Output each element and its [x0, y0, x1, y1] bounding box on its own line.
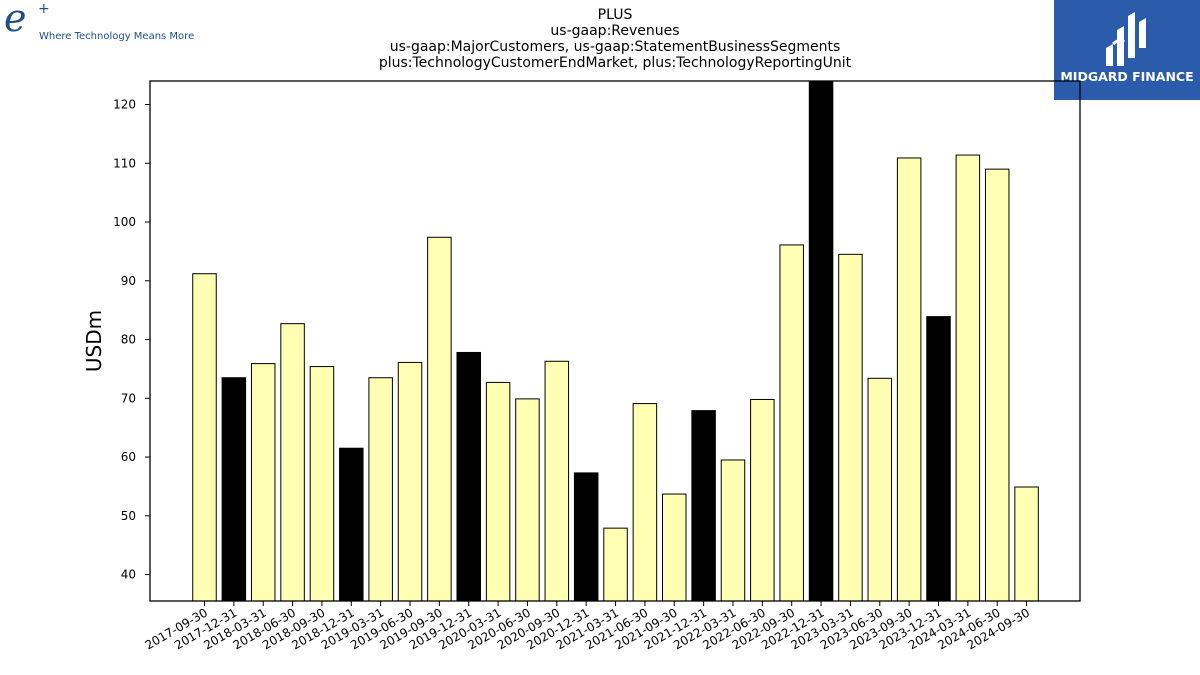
bar-2024-03-31	[955, 154, 981, 602]
bar-2024-06-30	[984, 168, 1010, 602]
bar-2022-09-30	[779, 244, 804, 602]
plot-frame	[149, 80, 1081, 602]
bar-2021-09-30	[662, 493, 687, 602]
bar-2022-03-31	[720, 459, 746, 602]
y-tick-label: 40	[121, 568, 136, 582]
bars-group	[192, 80, 1039, 602]
logo-plus: +	[38, 1, 50, 17]
bar-2018-09-30	[309, 366, 335, 602]
bar-2017-12-31	[221, 377, 247, 602]
logo-tagline: Where Technology Means More	[39, 31, 195, 42]
bar-2023-09-30	[896, 157, 922, 602]
bar-2023-12-31	[926, 316, 951, 602]
bar-2022-12-31	[808, 80, 834, 602]
chart-title: PLUS us-gaap:Revenues us-gaap:MajorCusto…	[150, 7, 1080, 71]
bar-2021-12-31	[691, 410, 716, 602]
y-tick-label: 100	[113, 215, 136, 229]
title-line-2: us-gaap:Revenues	[550, 23, 680, 39]
brand-name: MIDGARD FINANCE	[1060, 69, 1194, 84]
x-axis: 2017-09-302017-12-312018-03-312018-06-30…	[143, 601, 1032, 652]
bar-2017-09-30	[192, 273, 217, 602]
bar-2023-03-31	[838, 253, 863, 602]
y-axis-label: USDm	[82, 310, 106, 372]
bar-2021-03-31	[603, 527, 628, 602]
bar-2020-09-30	[544, 360, 570, 602]
y-tick-label: 60	[121, 450, 136, 464]
title-line-1: PLUS	[597, 7, 633, 23]
title-line-4: plus:TechnologyCustomerEndMarket, plus:T…	[378, 55, 852, 71]
bar-2023-06-30	[867, 377, 893, 602]
y-axis: 40 50 60 70 80 90 100 110 120	[113, 98, 150, 582]
bar-2019-12-31	[456, 351, 481, 602]
bar-2019-03-31	[368, 377, 393, 602]
title-line-3: us-gaap:MajorCustomers, us-gaap:Statemen…	[389, 39, 841, 55]
y-tick-label: 50	[121, 509, 136, 523]
brand-logo: MIDGARD FINANCE	[1054, 0, 1200, 100]
bar-2019-09-30	[427, 236, 452, 602]
bar-2022-06-30	[750, 398, 775, 602]
bar-2020-03-31	[485, 381, 511, 602]
y-tick-label: 70	[121, 391, 136, 405]
brand-mark-icon	[1106, 12, 1146, 66]
bar-2019-06-30	[397, 361, 423, 602]
bar-2018-06-30	[280, 323, 305, 602]
y-tick-label: 120	[113, 98, 136, 112]
bar-2018-12-31	[339, 447, 364, 602]
bar-2020-12-31	[573, 472, 599, 602]
logo-letter: e	[4, 0, 27, 40]
bar-2020-06-30	[515, 398, 540, 602]
y-tick-label: 110	[113, 156, 136, 170]
bar-2024-09-30	[1014, 486, 1039, 602]
bar-2018-03-31	[250, 363, 276, 602]
y-tick-label: 90	[121, 274, 136, 288]
bar-2021-06-30	[632, 403, 658, 602]
company-logo: e + Where Technology Means More	[4, 0, 195, 48]
y-tick-label: 80	[121, 333, 136, 347]
